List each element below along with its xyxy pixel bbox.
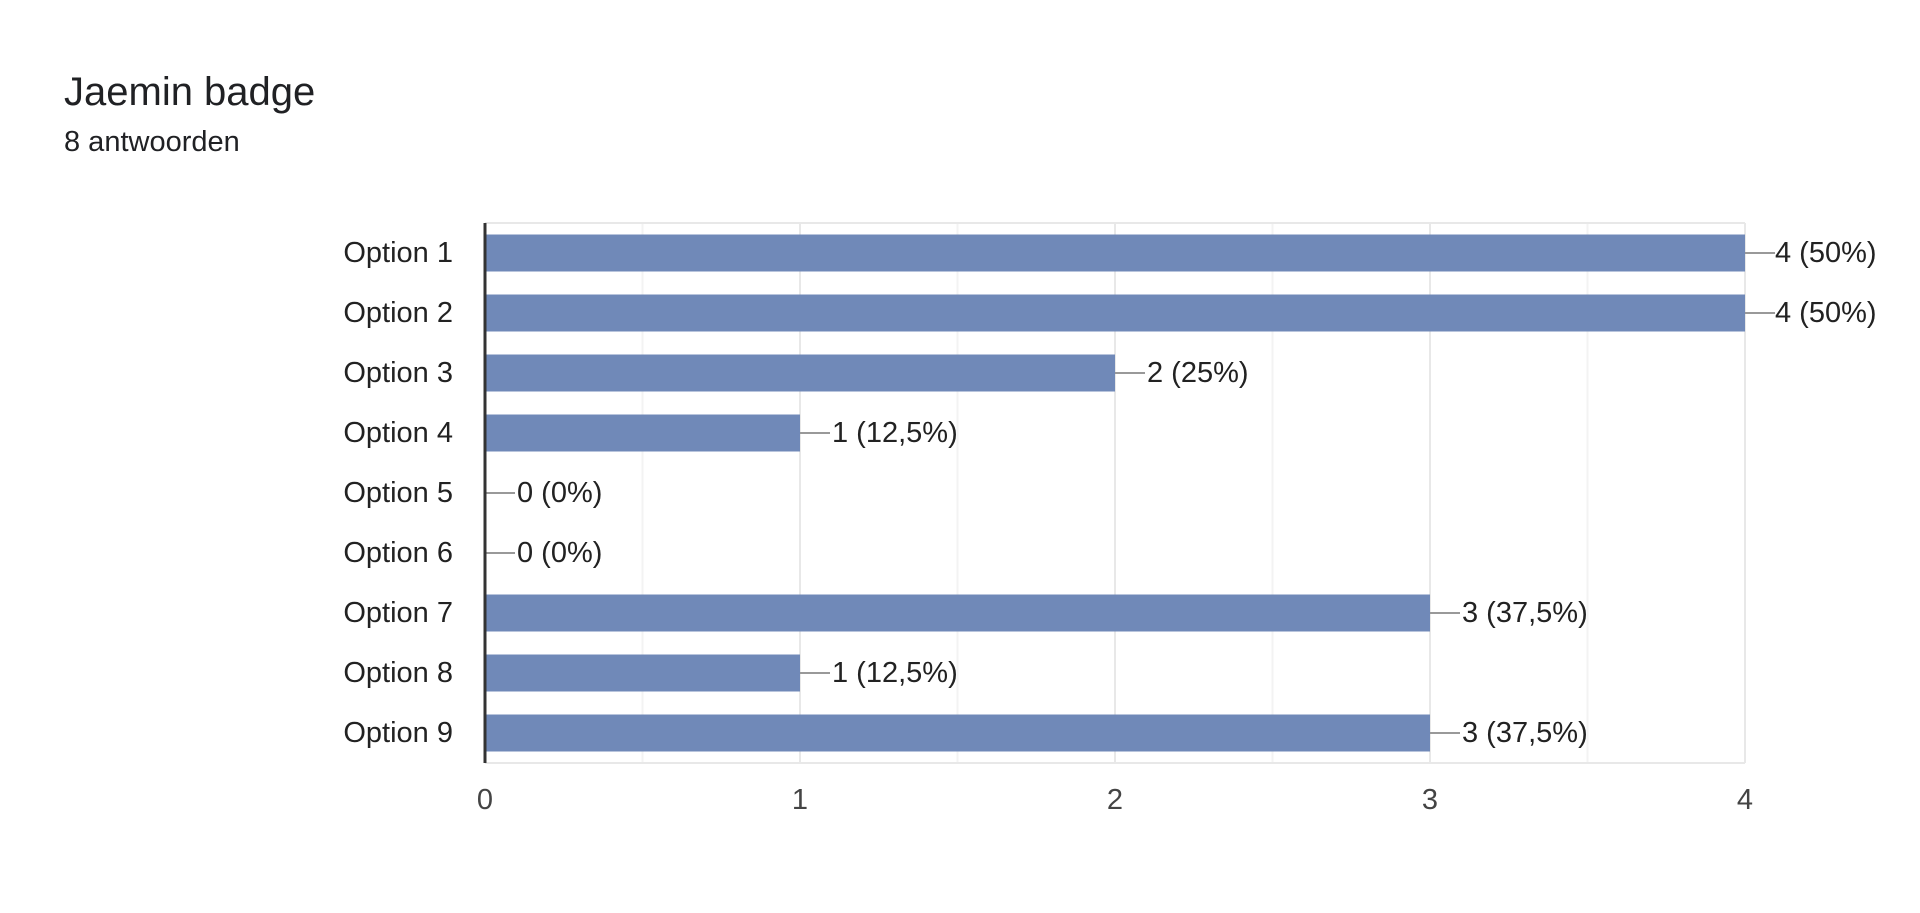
category-label: Option 5 [343,477,453,509]
category-label: Option 8 [343,657,453,689]
category-label: Option 3 [343,357,453,389]
data-label: 0 (0%) [517,477,602,509]
bar [485,594,1430,632]
x-tick-label: 4 [1737,784,1753,816]
x-tick-label: 3 [1422,784,1438,816]
category-label: Option 4 [343,417,453,449]
chart-title: Jaemin badge [64,70,316,114]
data-label: 4 (50%) [1775,297,1877,329]
category-label: Option 1 [343,237,453,269]
data-label: 2 (25%) [1147,357,1249,389]
x-tick-label: 1 [792,784,808,816]
data-label: 1 (12,5%) [832,657,958,689]
bar [485,294,1745,332]
bar [485,234,1745,272]
bar [485,414,800,452]
data-label: 0 (0%) [517,537,602,569]
data-label: 1 (12,5%) [832,417,958,449]
category-label: Option 6 [343,537,453,569]
data-label: 4 (50%) [1775,237,1877,269]
data-label: 3 (37,5%) [1462,597,1588,629]
bar [485,354,1115,392]
x-tick-label: 2 [1107,784,1123,816]
data-label: 3 (37,5%) [1462,717,1588,749]
category-label: Option 2 [343,297,453,329]
x-tick-label: 0 [477,784,493,816]
bar [485,654,800,692]
category-label: Option 7 [343,597,453,629]
category-label: Option 9 [343,717,453,749]
response-count: 8 antwoorden [64,126,240,158]
chart-header: Jaemin badge 8 antwoorden [64,68,315,160]
bar [485,714,1430,752]
